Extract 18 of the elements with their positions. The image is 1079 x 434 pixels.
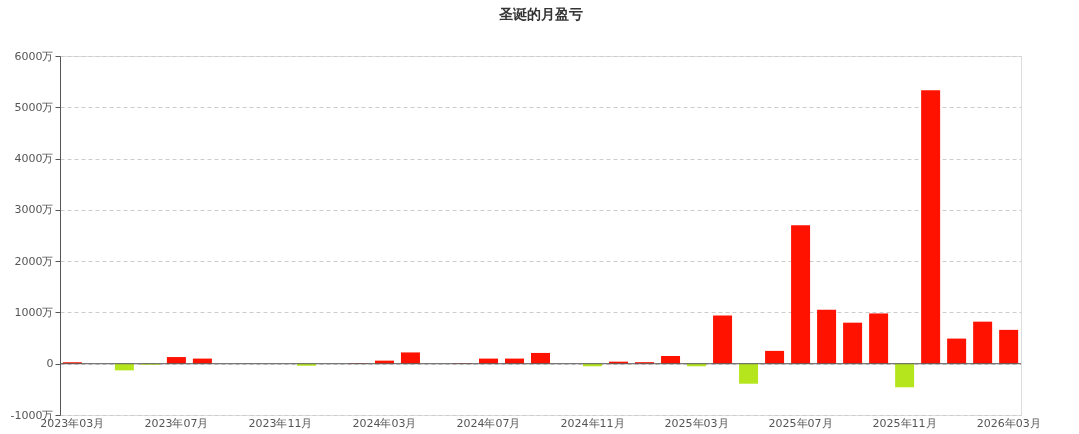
x-tick-label: 2023年07月	[144, 416, 209, 430]
y-tick-label: 6000万	[14, 49, 54, 63]
y-tick-label: 3000万	[14, 203, 54, 217]
x-tick-label: 2024年11月	[560, 416, 625, 430]
x-tick-label: 2023年11月	[248, 416, 313, 430]
y-tick-label: 0	[46, 357, 54, 371]
x-tick-label: 2025年11月	[872, 416, 937, 430]
x-tick-label: 2024年07月	[456, 416, 521, 430]
y-tick-label: 2000万	[14, 254, 54, 268]
x-tick-label: 2026年03月	[976, 416, 1041, 430]
x-tick-label: 2025年03月	[664, 416, 729, 430]
y-tick-label: 1000万	[14, 305, 54, 319]
y-tick-label: 4000万	[14, 152, 54, 166]
y-tick-label: -1000万	[10, 408, 54, 422]
chart-title: 圣诞的月盈亏	[497, 6, 583, 22]
y-tick-label: 5000万	[14, 100, 54, 114]
x-tick-label: 2024年03月	[352, 416, 417, 430]
x-tick-label: 2025年07月	[768, 416, 833, 430]
